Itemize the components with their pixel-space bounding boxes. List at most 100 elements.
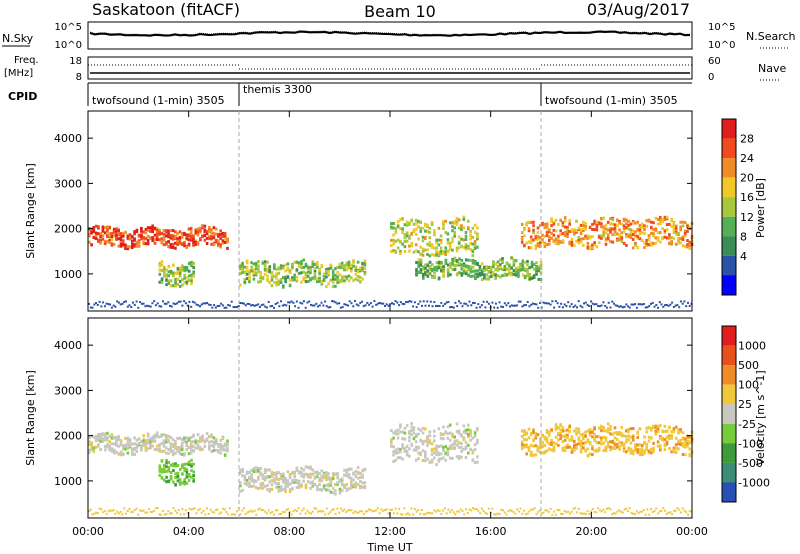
echo-cell — [92, 227, 96, 231]
echo-cell — [419, 258, 423, 262]
echo-cell — [341, 306, 344, 309]
echo-cell — [465, 258, 468, 262]
echo-cell — [126, 247, 130, 251]
echo-cell — [674, 230, 678, 234]
echo-cell — [176, 464, 180, 468]
echo-cell — [442, 270, 445, 274]
echo-cell — [452, 511, 455, 514]
echo-cell — [302, 266, 305, 269]
echo-cell — [570, 243, 574, 247]
echo-cell — [437, 253, 441, 257]
echo-cell — [588, 226, 592, 230]
echo-cell — [343, 486, 346, 489]
echo-cell — [561, 306, 564, 309]
echo-cell — [347, 274, 351, 278]
echo-cell — [460, 434, 463, 438]
echo-cell — [563, 449, 567, 453]
echo-cell — [172, 284, 175, 288]
echo-cell — [557, 240, 560, 244]
echo-cell — [178, 285, 182, 288]
echo-cell — [313, 262, 317, 266]
echo-cell — [261, 477, 265, 481]
echo-cell — [146, 234, 150, 238]
echo-cell — [478, 273, 482, 277]
echo-cell — [165, 480, 168, 484]
echo-cell — [567, 510, 570, 513]
echo-cell — [435, 250, 438, 254]
echo-cell — [606, 441, 610, 445]
echo-cell — [156, 302, 159, 305]
echo-cell — [325, 305, 328, 308]
echo-cell — [394, 250, 398, 254]
echo-cell — [600, 304, 603, 307]
echo-cell — [396, 301, 399, 304]
echo-cell — [501, 257, 504, 261]
echo-cell — [581, 306, 584, 309]
echo-cell — [523, 228, 526, 232]
echo-cell — [508, 264, 511, 268]
echo-cell — [205, 438, 209, 442]
echo-cell — [586, 236, 590, 240]
echo-cell — [534, 433, 538, 437]
echo-cell — [536, 226, 540, 230]
echo-cell — [550, 443, 553, 447]
echo-cell — [128, 245, 132, 249]
echo-cell — [153, 439, 157, 443]
echo-cell — [674, 226, 678, 230]
echo-cell — [112, 448, 116, 452]
echo-cell — [421, 442, 425, 446]
echo-cell — [268, 270, 271, 274]
echo-cell — [149, 226, 152, 230]
echo-cell — [244, 304, 247, 307]
echo-cell — [591, 228, 594, 231]
echo-cell — [373, 300, 376, 303]
echo-cell — [212, 226, 216, 230]
echo-cell — [417, 432, 420, 436]
echo-cell — [336, 472, 339, 476]
echo-cell — [103, 242, 107, 246]
echo-cell — [474, 272, 477, 276]
echo-cell — [186, 512, 189, 515]
echo-cell — [178, 478, 182, 481]
echo-cell — [582, 446, 585, 450]
echo-cell — [183, 268, 186, 272]
echo-cell — [550, 448, 553, 452]
echo-cell — [92, 230, 96, 234]
echo-cell — [309, 481, 312, 485]
echo-cell — [313, 470, 317, 474]
echo-cell — [133, 232, 136, 236]
echo-cell — [656, 222, 660, 226]
echo-cell — [444, 431, 447, 435]
echo-cell — [499, 263, 502, 267]
echo-cell — [221, 435, 225, 439]
echo-cell — [471, 250, 475, 254]
echo-cell — [293, 478, 296, 482]
echo-cell — [437, 263, 441, 267]
echo-cell — [199, 508, 201, 511]
echo-cell — [408, 300, 411, 303]
echo-cell — [257, 476, 260, 479]
echo-cell — [261, 486, 265, 490]
echo-cell — [306, 509, 309, 512]
echo-cell — [178, 445, 182, 449]
echo-cell — [478, 271, 482, 275]
echo-cell — [115, 450, 118, 454]
echo-cell — [126, 451, 130, 455]
echo-cell — [638, 448, 642, 452]
echo-cell — [250, 484, 253, 488]
echo-cell — [507, 302, 510, 305]
echo-cell — [485, 277, 488, 281]
echo-cell — [308, 300, 311, 303]
echo-cell — [255, 513, 258, 516]
echo-cell — [537, 277, 541, 281]
echo-cell — [241, 469, 244, 473]
echo-cell — [382, 302, 385, 305]
echo-cell — [396, 456, 400, 460]
echo-cell — [520, 429, 524, 433]
echo-cell — [119, 451, 123, 455]
echo-cell — [510, 256, 513, 260]
echo-cell — [444, 262, 448, 265]
echo-cell — [366, 301, 369, 304]
echo-cell — [471, 226, 475, 230]
echo-cell — [318, 271, 321, 275]
